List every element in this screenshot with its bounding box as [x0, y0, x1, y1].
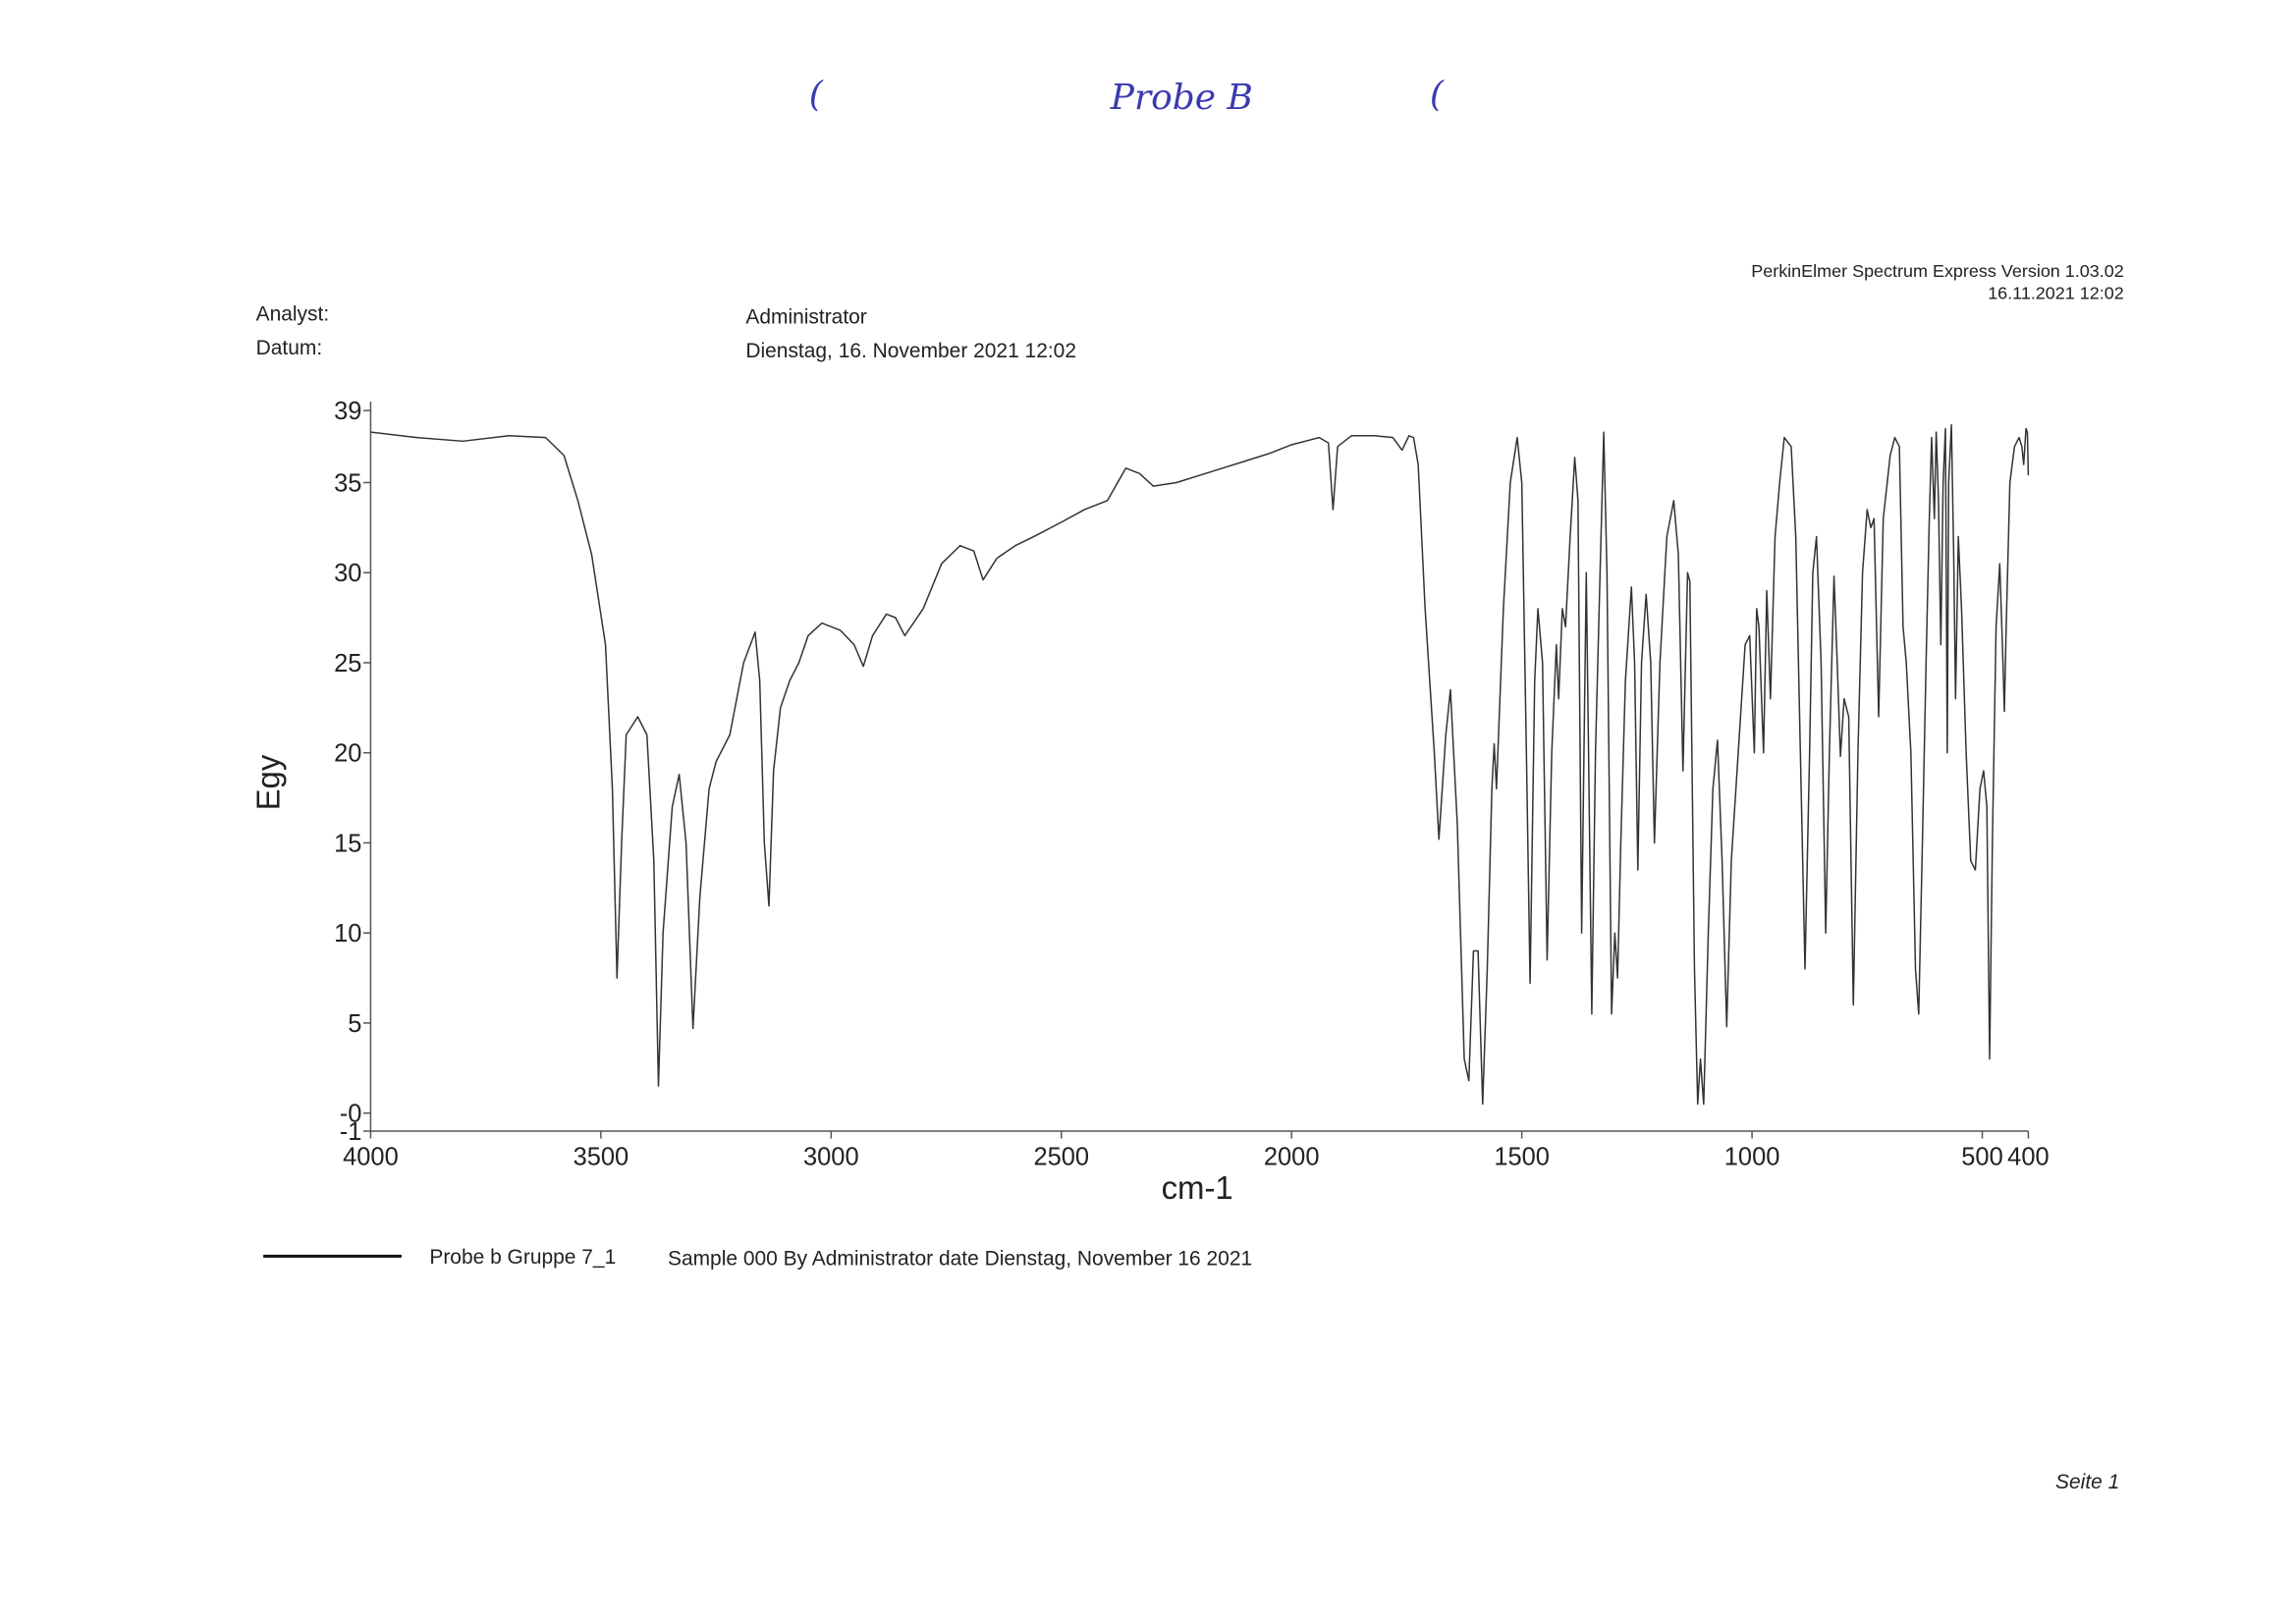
y-tick-label: 15	[334, 830, 361, 857]
y-tick-label: -0	[340, 1101, 362, 1128]
handwritten-title: Probe B	[1110, 78, 1253, 118]
analyst-label: Analyst:	[256, 303, 330, 326]
x-tick-label: 2000	[1264, 1143, 1320, 1170]
x-tick-label: 400	[2007, 1143, 2049, 1170]
handwritten-mark: (	[809, 75, 824, 115]
x-tick-label: 1500	[1494, 1143, 1550, 1170]
y-tick-label: 5	[348, 1010, 361, 1038]
timestamp: 16.11.2021 12:02	[1988, 283, 2124, 302]
handwritten-mark: (	[1430, 75, 1445, 115]
x-tick-label: 4000	[343, 1143, 399, 1170]
x-tick-label: 2500	[1033, 1143, 1089, 1170]
x-axis-label: cm-1	[1162, 1169, 1233, 1206]
y-tick-label: 39	[334, 398, 361, 425]
x-tick-label: 3000	[803, 1143, 859, 1170]
date: Dienstag, 16. November 2021 12:02	[745, 340, 1076, 362]
y-tick-label: 30	[334, 560, 361, 587]
y-tick-label: -1	[340, 1118, 362, 1146]
y-tick-label: 35	[334, 469, 361, 497]
software: PerkinElmer Spectrum Express Version 1.0…	[1751, 261, 2124, 281]
legend-description: Sample 000 By Administrator date Diensta…	[668, 1247, 1252, 1270]
x-tick-label: 3500	[574, 1143, 629, 1170]
y-tick-label: 25	[334, 650, 361, 677]
y-tick-label: 10	[334, 920, 361, 947]
y-tick-label: 20	[334, 740, 361, 768]
x-tick-label: 1000	[1724, 1143, 1780, 1170]
y-axis-label: Egy	[250, 754, 287, 810]
x-tick-label: 500	[1961, 1143, 2002, 1170]
date-label: Datum:	[256, 337, 323, 359]
analyst: Administrator	[745, 306, 866, 329]
legend-name: Probe b Gruppe 7_1	[429, 1246, 616, 1269]
page-number: Seite 1	[2055, 1471, 2119, 1493]
spectrum-line	[370, 424, 2030, 1106]
